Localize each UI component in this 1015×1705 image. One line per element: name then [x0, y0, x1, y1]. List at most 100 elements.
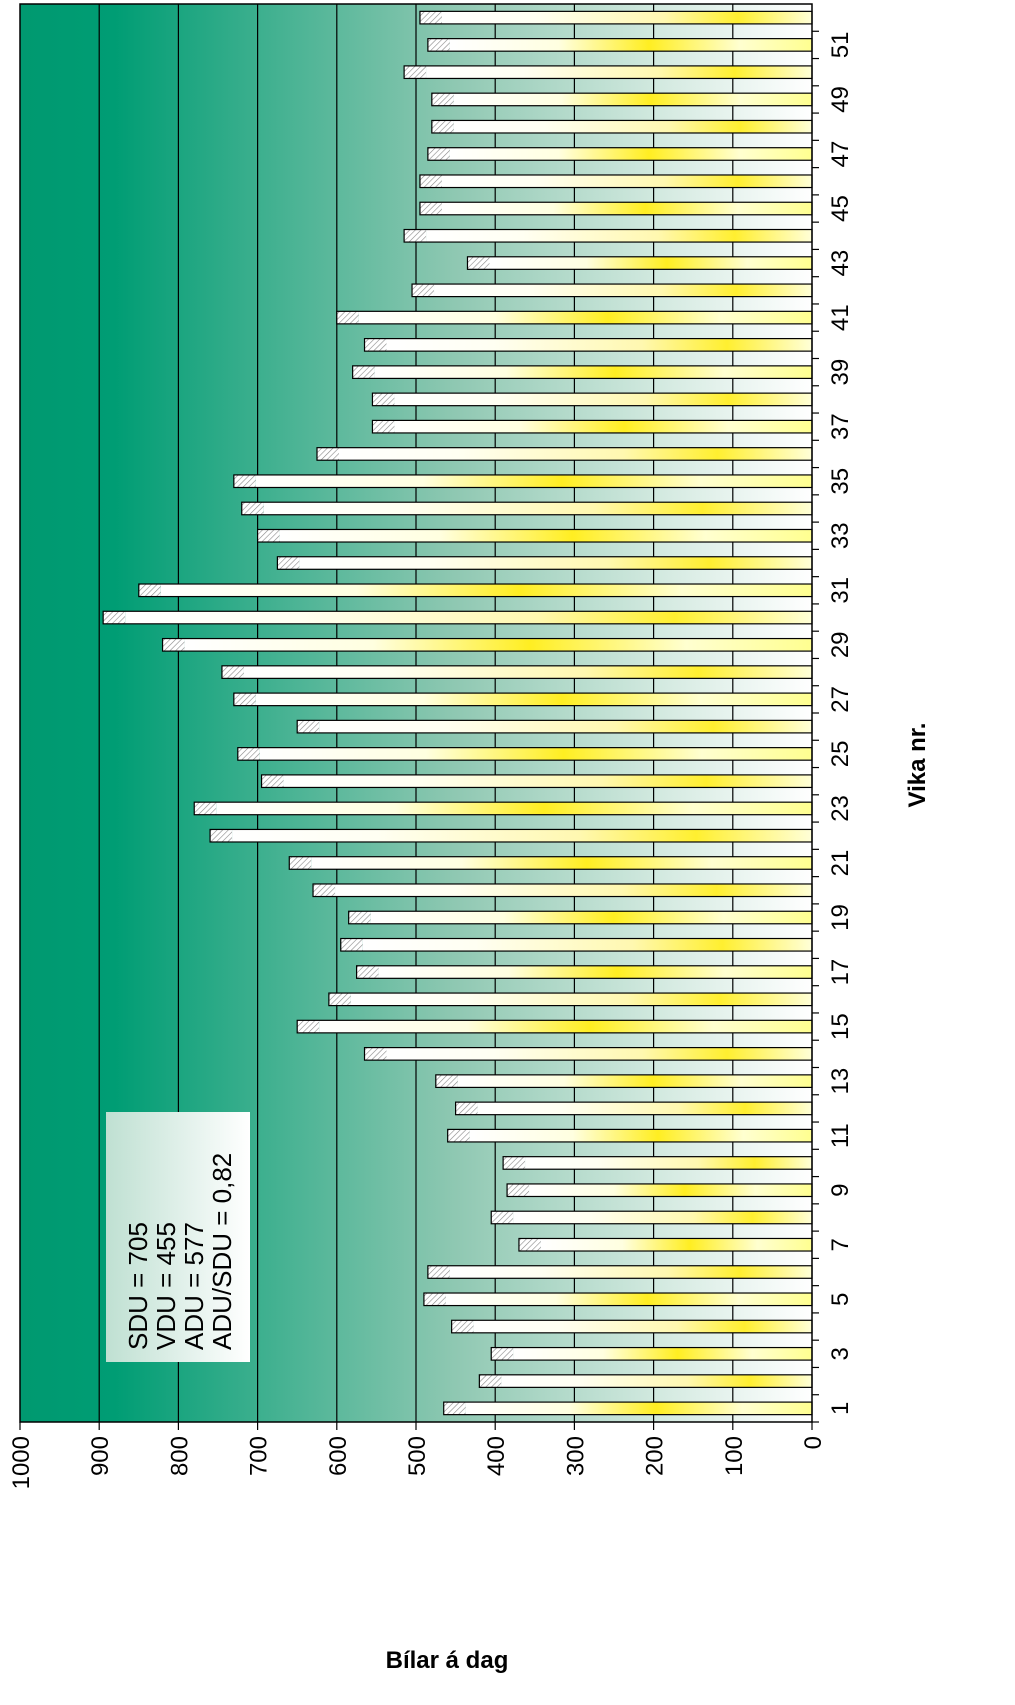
y-tick-label: 33 [827, 522, 854, 549]
y-tick-label: 35 [827, 468, 854, 495]
bar-fill [469, 1129, 812, 1142]
bar [312, 883, 813, 898]
bar-cap [162, 638, 185, 652]
bar-cap [317, 447, 339, 461]
y-tick-label: 47 [827, 141, 854, 168]
bar-cap [356, 965, 379, 979]
bar-cap [257, 529, 280, 543]
bar-fill [513, 1347, 812, 1361]
bar-cap [233, 474, 256, 488]
bar [356, 965, 813, 979]
bar-cap [221, 665, 244, 679]
bar [233, 474, 813, 489]
bar-cap [419, 202, 442, 215]
bar [431, 119, 813, 134]
bar [221, 665, 813, 679]
bar-fill [362, 938, 812, 952]
bar-fill [394, 393, 812, 406]
bar [431, 92, 813, 107]
bar-fill [386, 338, 812, 352]
bar-cap [138, 584, 161, 597]
x-tick-label: 200 [642, 1436, 669, 1476]
bar-cap [364, 338, 387, 352]
x-tick-label: 700 [246, 1436, 273, 1476]
bar-fill [426, 229, 812, 243]
bar [296, 1019, 813, 1034]
bar [447, 1128, 813, 1143]
bar-cap [427, 1265, 450, 1279]
bar [411, 283, 813, 298]
bar-cap [233, 693, 256, 706]
x-tick-label: 0 [800, 1436, 827, 1449]
bar-fill [184, 638, 812, 652]
bar [288, 856, 813, 870]
y-tick-label: 23 [827, 795, 854, 822]
bar-cap [427, 147, 450, 161]
x-axis-label: Bílar á dag [386, 1647, 509, 1674]
bar-fill [441, 174, 812, 188]
bar [451, 1319, 813, 1334]
bar-fill [457, 1074, 812, 1088]
bar [328, 992, 813, 1007]
bars [102, 10, 813, 1416]
y-tick-label: 31 [827, 577, 854, 604]
bar [193, 801, 813, 816]
bar [138, 583, 813, 598]
x-tick-label: 400 [483, 1436, 510, 1476]
bar-fill [465, 1402, 812, 1415]
annotation-line: SDU = 705 [123, 1222, 153, 1350]
bar-cap [455, 1102, 478, 1115]
y-tick-label: 29 [827, 631, 854, 658]
bar-cap [467, 256, 490, 270]
bar-cap [340, 938, 363, 952]
bar [340, 937, 813, 952]
bar [427, 38, 813, 52]
bar-cap [491, 1347, 514, 1361]
bar [102, 610, 813, 625]
bar-fill [319, 1020, 812, 1033]
bar [241, 501, 813, 516]
bar-fill [335, 883, 812, 897]
bar [478, 1374, 813, 1388]
bar-cap [364, 1047, 387, 1061]
bar-fill [513, 1211, 812, 1224]
bar [371, 392, 813, 407]
bar-cap [210, 829, 233, 842]
bar-cap [237, 747, 260, 761]
bar-fill [319, 720, 812, 733]
bar-cap [431, 93, 454, 106]
bar [316, 447, 813, 461]
annotation-line: ADU = 577 [179, 1222, 209, 1350]
bar-cap [313, 883, 336, 897]
bar-cap [336, 311, 359, 324]
bar-fill [501, 1374, 812, 1388]
bar-fill [473, 1320, 812, 1333]
bar-fill [279, 529, 813, 543]
bar-cap [297, 1020, 320, 1033]
bar [348, 910, 813, 925]
bar [352, 365, 813, 380]
y-tick-label: 13 [827, 1068, 854, 1095]
bar-cap [348, 911, 371, 924]
y-axis-label: Vika nr. [904, 723, 931, 808]
x-tick-label: 100 [721, 1436, 748, 1476]
x-tick-label: 300 [562, 1436, 589, 1476]
bar-cap [431, 120, 454, 133]
bar-fill [386, 1047, 812, 1061]
bar-cap [352, 365, 375, 379]
bar [419, 10, 813, 25]
bar [260, 774, 813, 789]
bar [423, 1292, 813, 1307]
bar-cap [261, 774, 284, 788]
bar-cap [404, 229, 427, 243]
annotation-line: VDU = 455 [151, 1222, 181, 1350]
bar-cap [435, 1074, 458, 1088]
bar-fill [160, 584, 813, 597]
bar-fill [374, 365, 812, 379]
y-tick-label: 5 [827, 1293, 854, 1306]
bar-fill [125, 611, 812, 624]
x-tick-label: 1000 [8, 1436, 35, 1489]
bar-fill [259, 747, 812, 761]
bar [518, 1237, 813, 1252]
